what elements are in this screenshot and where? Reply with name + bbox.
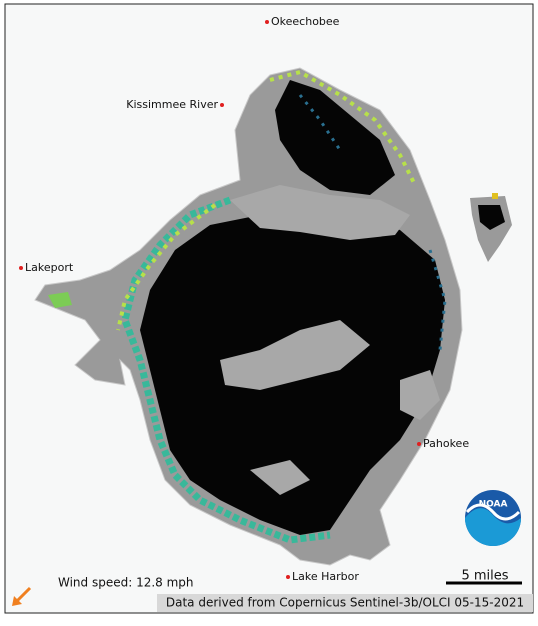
place-label: Pahokee	[423, 437, 469, 450]
place-marker	[220, 103, 224, 107]
bloom-patch	[492, 193, 498, 199]
bloom-edge	[298, 94, 447, 351]
noaa-logo: NOAA	[465, 490, 521, 546]
place-label: Lakeport	[25, 261, 74, 274]
bloom-patch	[48, 292, 72, 308]
wind-arrow	[12, 586, 32, 606]
logo-text: NOAA	[479, 500, 508, 510]
place-marker	[286, 575, 290, 579]
open-water	[275, 80, 395, 195]
place-marker	[19, 266, 23, 270]
bloom-edge	[121, 196, 331, 544]
place-label: Lake Harbor	[292, 570, 359, 583]
place-labels: Okeechobee Kissimmee River Lakeport Paho…	[19, 15, 469, 583]
place-marker	[265, 20, 269, 24]
attribution: Data derived from Copernicus Sentinel-3b…	[166, 596, 524, 610]
island-water	[478, 205, 505, 230]
logo-wave	[465, 508, 521, 546]
place-label: Okeechobee	[271, 15, 340, 28]
logo-gull	[465, 503, 521, 521]
place-marker	[417, 442, 421, 446]
attribution-box	[157, 594, 533, 612]
lake	[34, 67, 512, 566]
arrow-head	[12, 596, 22, 606]
scale-label: 5 miles	[461, 569, 508, 584]
place-label: Kissimmee River	[126, 98, 218, 111]
light-patch	[220, 185, 440, 495]
wind-speed: Wind speed: 12.8 mph	[58, 576, 194, 590]
